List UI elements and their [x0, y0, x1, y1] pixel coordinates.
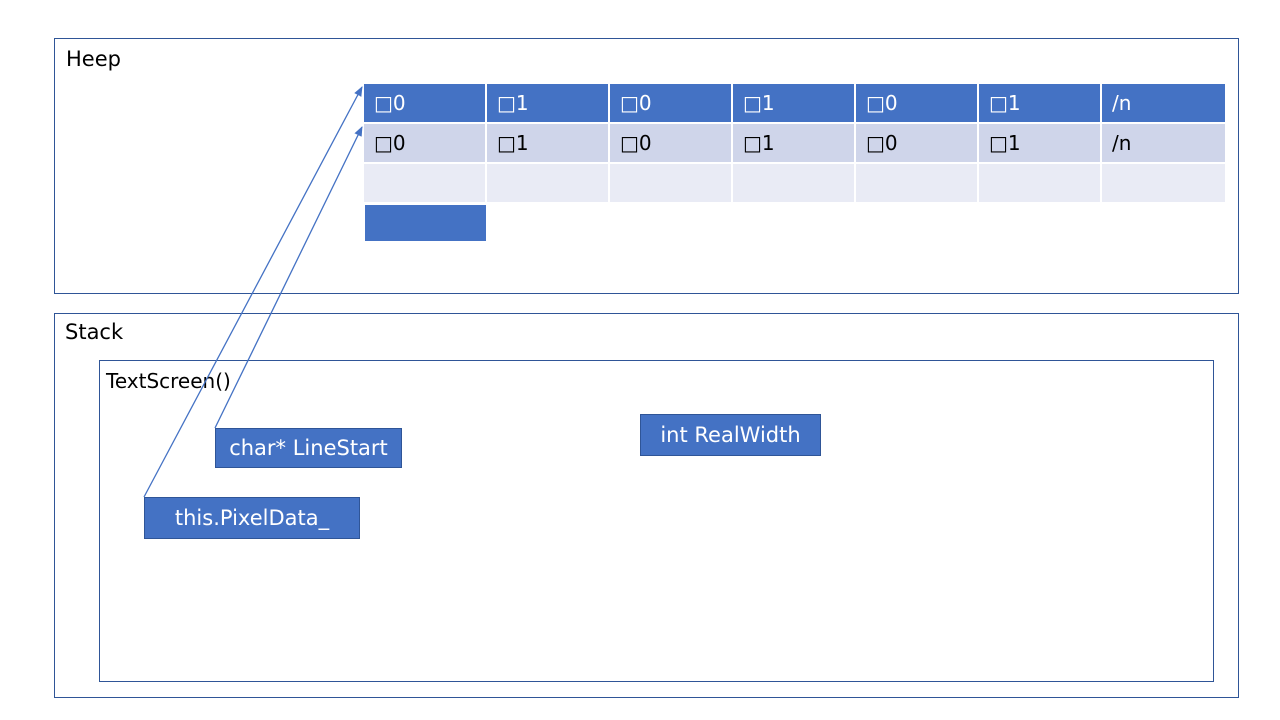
heap-cell-empty — [1102, 164, 1225, 202]
heap-block — [365, 205, 486, 241]
line-start-box: char* LineStart — [215, 428, 402, 468]
heap-cell: □1 — [487, 84, 608, 122]
heap-cell-empty — [733, 164, 854, 202]
heap-cell-empty — [487, 164, 608, 202]
heap-cell: □0 — [856, 84, 977, 122]
heap-cell: □1 — [733, 124, 854, 162]
heap-cell: □1 — [979, 84, 1100, 122]
heap-cell: □0 — [610, 124, 731, 162]
heap-cell-empty — [610, 164, 731, 202]
heap-cell: □1 — [733, 84, 854, 122]
heap-cell: /n — [1102, 124, 1225, 162]
heap-cell: □0 — [364, 124, 485, 162]
heap-cell: □0 — [856, 124, 977, 162]
heap-cell: □0 — [610, 84, 731, 122]
heap-cell: □1 — [979, 124, 1100, 162]
stack-frame-title: TextScreen() — [106, 369, 231, 393]
heap-cell-empty — [856, 164, 977, 202]
heap-cell-empty — [364, 164, 485, 202]
heap-memory-grid: □0 □1 □0 □1 □0 □1 /n □0 □1 □0 □1 □0 □1 /… — [364, 84, 1225, 202]
pixel-data-box: this.PixelData_ — [144, 497, 360, 539]
heap-cell: □1 — [487, 124, 608, 162]
heap-title: Heep — [66, 47, 121, 71]
heap-cell-empty — [979, 164, 1100, 202]
heap-cell: /n — [1102, 84, 1225, 122]
stack-title: Stack — [65, 320, 124, 344]
real-width-box: int RealWidth — [640, 414, 821, 456]
heap-cell: □0 — [364, 84, 485, 122]
